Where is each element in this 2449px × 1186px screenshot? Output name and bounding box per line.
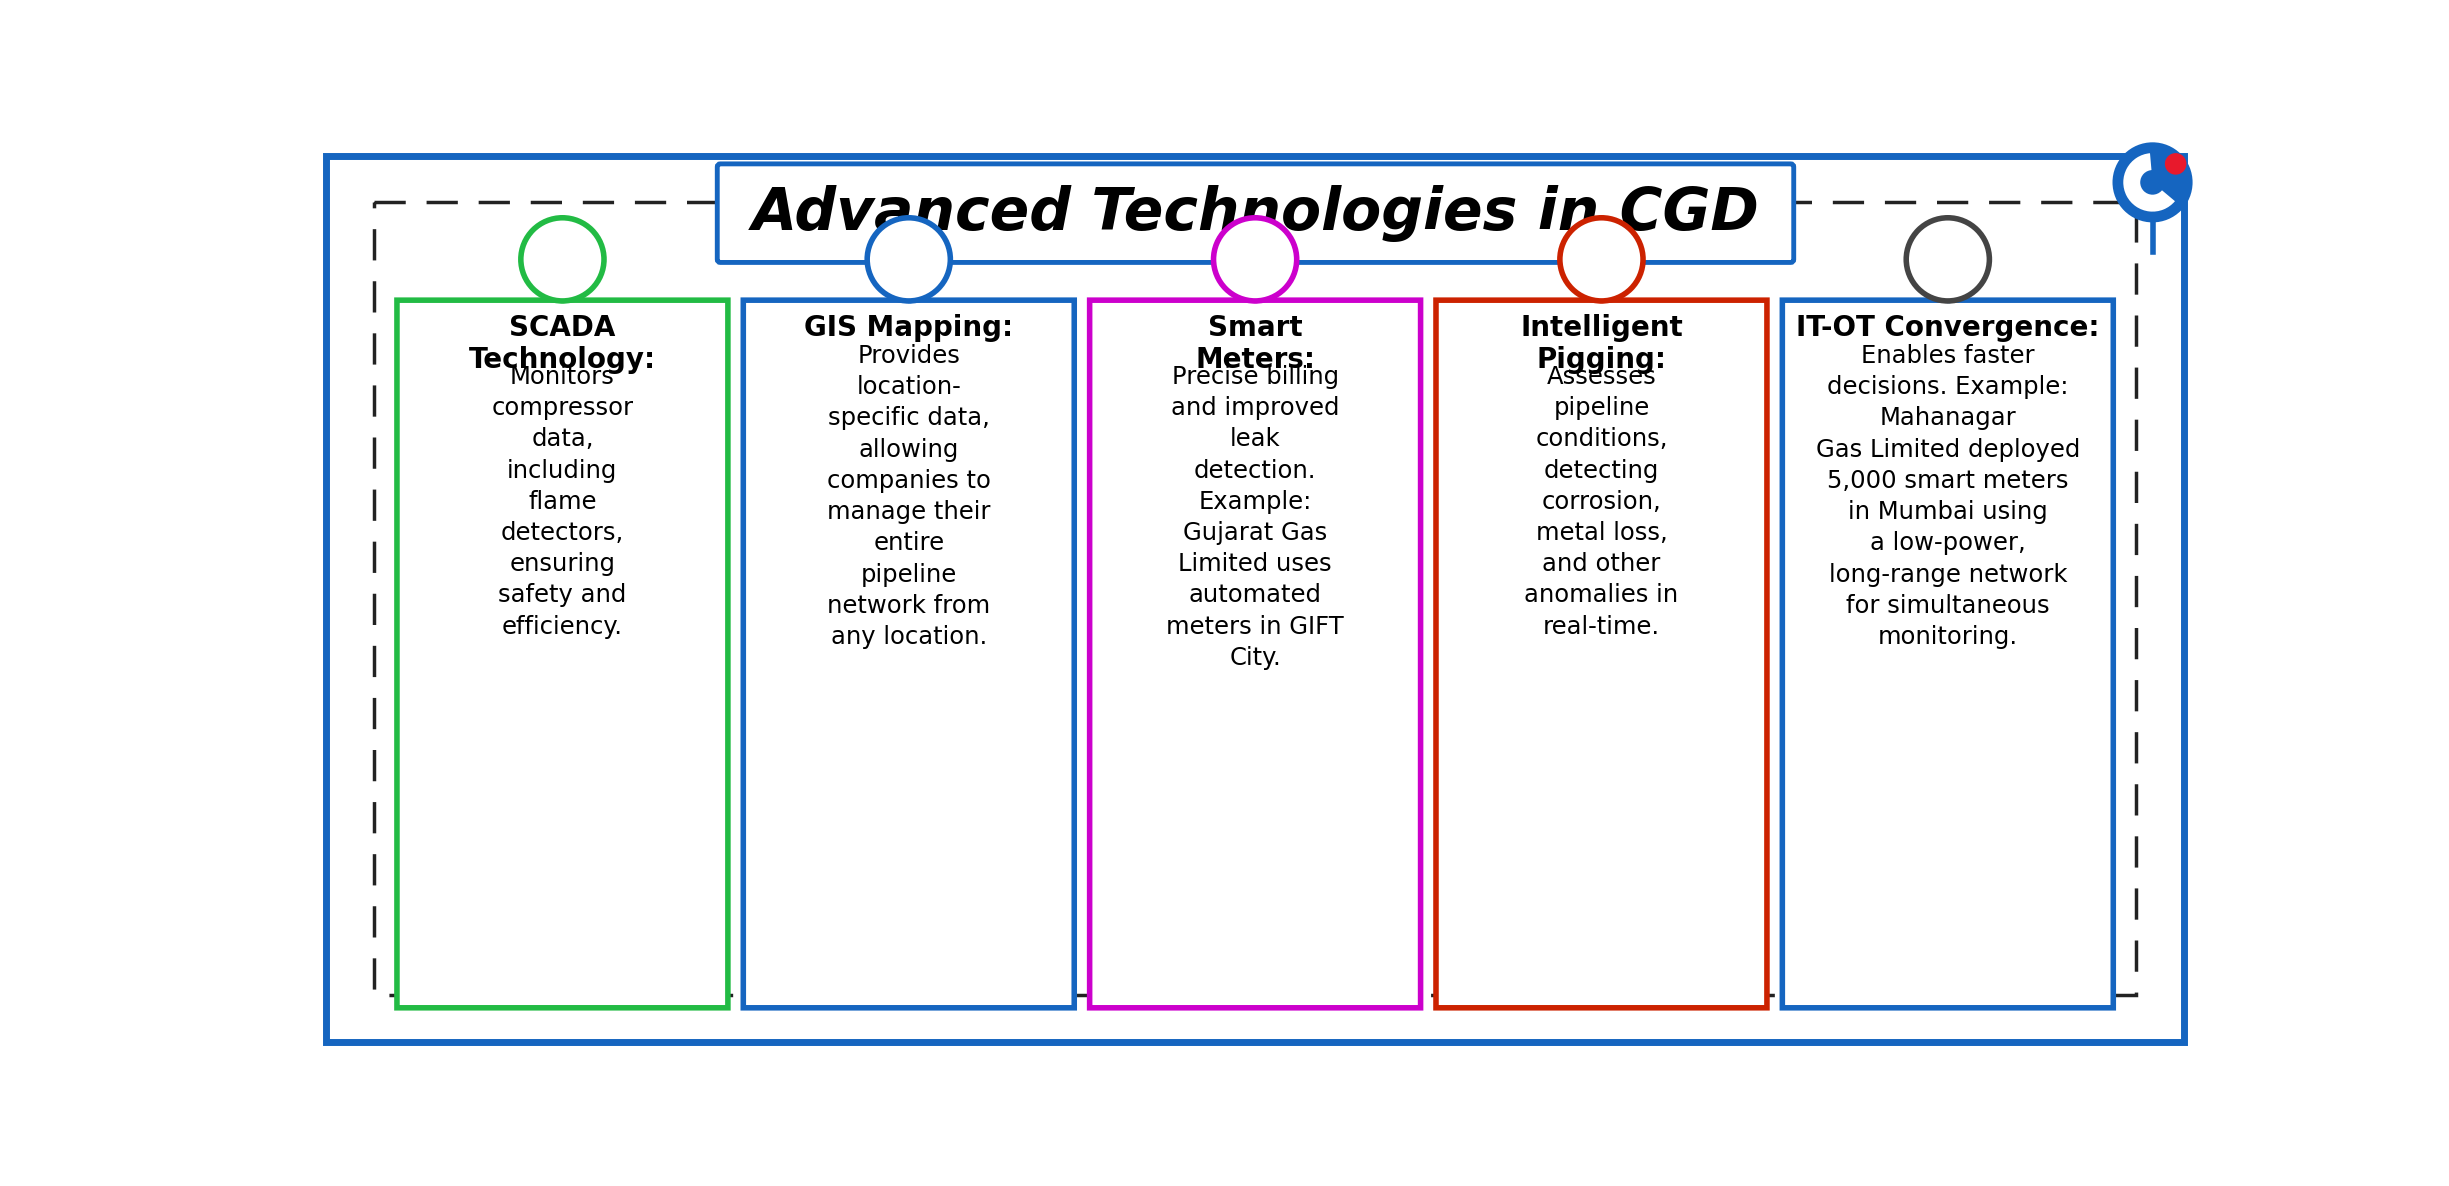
Text: Precise billing
and improved
leak
detection.
Example:
Gujarat Gas
Limited uses
a: Precise billing and improved leak detect… [1166, 365, 1345, 670]
Circle shape [2113, 142, 2192, 223]
Circle shape [522, 218, 605, 301]
Text: IT-OT Convergence:: IT-OT Convergence: [1795, 314, 2099, 342]
Text: Advanced Technologies in CGD: Advanced Technologies in CGD [752, 185, 1758, 242]
Text: Assesses
pipeline
conditions,
detecting
corrosion,
metal loss,
and other
anomali: Assesses pipeline conditions, detecting … [1523, 365, 1678, 638]
Circle shape [867, 218, 950, 301]
Bar [375, 203, 2136, 995]
FancyBboxPatch shape [1435, 300, 1766, 1008]
Wedge shape [2123, 153, 2175, 211]
Text: Provides
location-
specific data,
allowing
companies to
manage their
entire
pipe: Provides location- specific data, allowi… [828, 344, 992, 649]
Circle shape [2140, 170, 2165, 195]
FancyBboxPatch shape [718, 164, 1793, 262]
Circle shape [1905, 218, 1989, 301]
Circle shape [1560, 218, 1643, 301]
Text: Intelligent
Pigging:: Intelligent Pigging: [1521, 314, 1682, 375]
FancyBboxPatch shape [744, 300, 1075, 1008]
FancyBboxPatch shape [1090, 300, 1420, 1008]
Text: Enables faster
decisions. Example:
Mahanagar
Gas Limited deployed
5,000 smart me: Enables faster decisions. Example: Mahan… [1815, 344, 2079, 649]
Circle shape [1215, 218, 1296, 301]
FancyBboxPatch shape [397, 300, 727, 1008]
Text: Monitors
compressor
data,
including
flame
detectors,
ensuring
safety and
efficie: Monitors compressor data, including flam… [492, 365, 634, 638]
Circle shape [2165, 153, 2187, 174]
FancyBboxPatch shape [1783, 300, 2113, 1008]
Text: GIS Mapping:: GIS Mapping: [803, 314, 1014, 342]
Text: SCADA
Technology:: SCADA Technology: [468, 314, 656, 375]
Text: Smart
Meters:: Smart Meters: [1195, 314, 1315, 375]
